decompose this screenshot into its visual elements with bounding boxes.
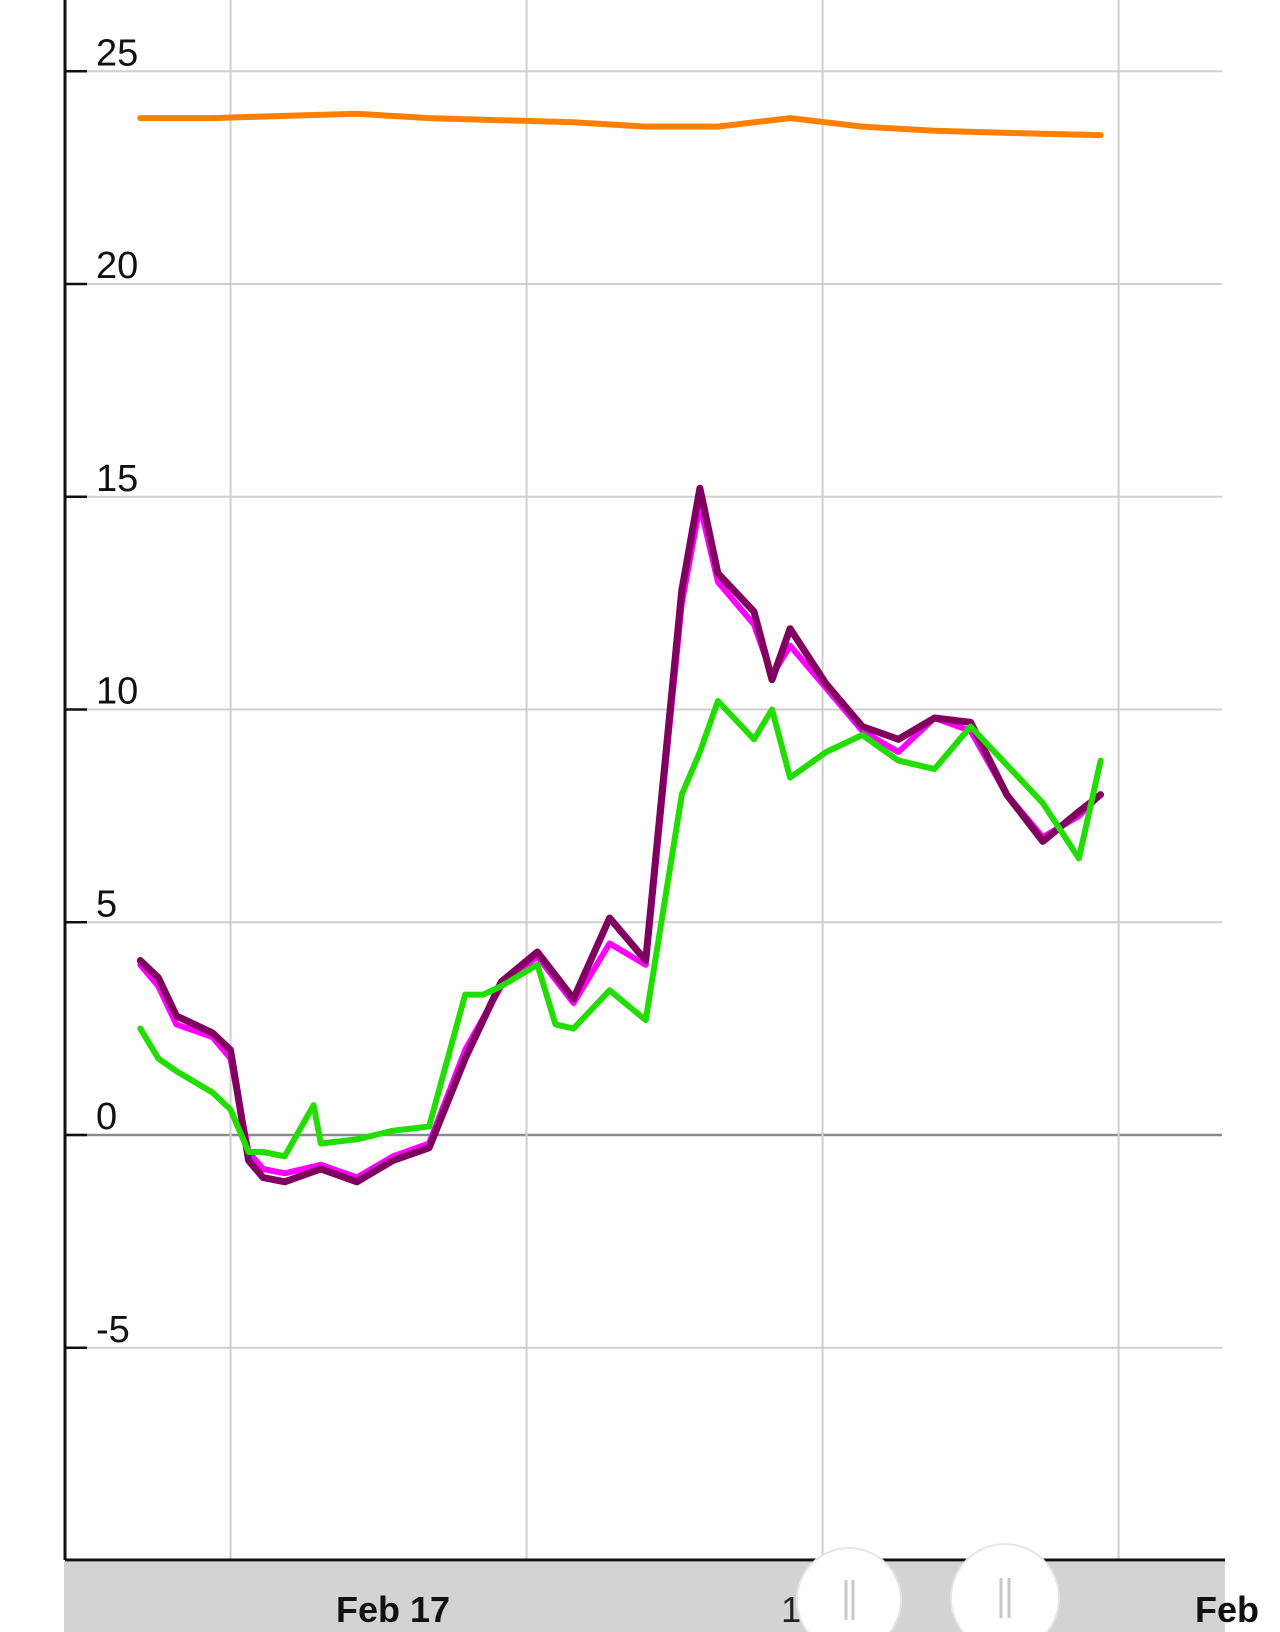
y-tick-label: 15 xyxy=(96,458,138,500)
x-tick-label: Feb xyxy=(1195,1589,1259,1630)
gridlines xyxy=(65,0,1222,1560)
scrubber-handle-right[interactable] xyxy=(950,1543,1060,1632)
series xyxy=(136,110,1105,1186)
series-line xyxy=(136,484,1105,1186)
series-line xyxy=(137,502,1104,1181)
y-tick-label: 20 xyxy=(96,245,138,287)
y-tick-label: 25 xyxy=(96,32,138,74)
y-tick-label: 10 xyxy=(96,671,138,713)
x-tick-label: Feb 17 xyxy=(336,1589,450,1630)
series-line xyxy=(137,698,1104,1160)
scrubber-handles[interactable] xyxy=(796,1543,1060,1632)
y-tick-label: 0 xyxy=(96,1096,117,1138)
scrubber-handle-left-knob[interactable] xyxy=(796,1547,902,1632)
y-tick-labels: 25 20 15 10 5 0 -5 xyxy=(96,32,138,1351)
series-line xyxy=(137,110,1104,139)
scrubber-handle-right-knob[interactable] xyxy=(950,1543,1060,1632)
y-tick-label: 5 xyxy=(96,883,117,925)
y-tick-label: -5 xyxy=(96,1309,130,1351)
axes xyxy=(63,0,1225,1562)
scrubber-handle-left[interactable] xyxy=(796,1547,902,1632)
